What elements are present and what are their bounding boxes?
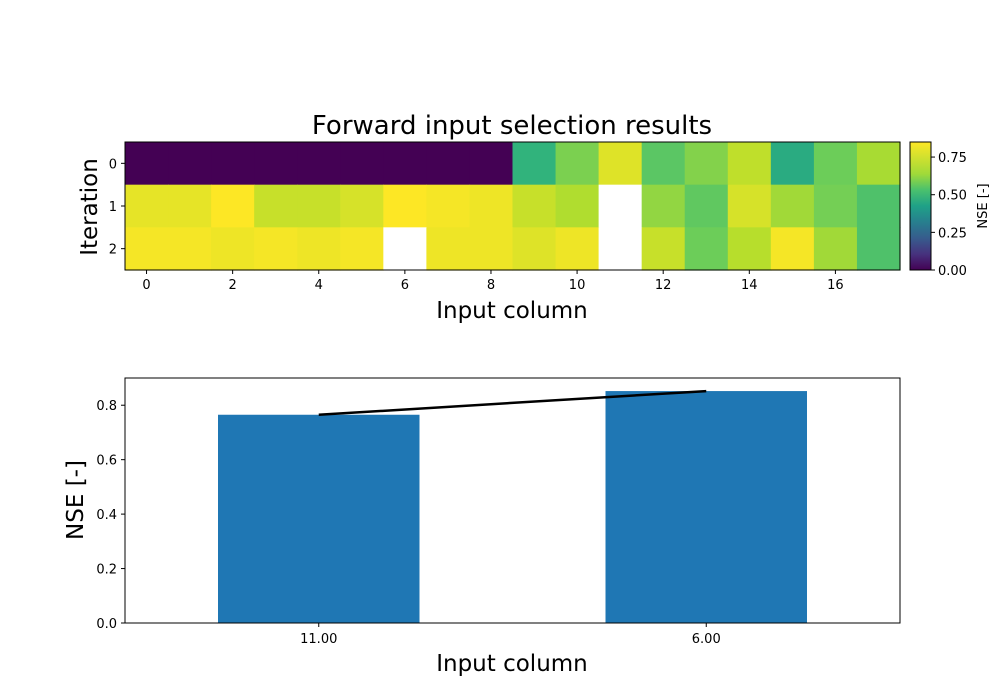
heatmap-cell — [340, 227, 384, 270]
heatmap-cell — [814, 142, 858, 185]
heatmap-cell — [383, 185, 427, 228]
colorbar-tick-label: 0.50 — [938, 189, 967, 204]
bar-y-tick-label: 0.8 — [96, 399, 117, 414]
heatmap-cell — [771, 142, 815, 185]
heatmap-x-tick-label: 16 — [827, 278, 844, 293]
heatmap-cell — [125, 227, 169, 270]
heatmap-x-tick-label: 12 — [655, 278, 672, 293]
heatmap-cell — [426, 185, 470, 228]
bar-y-ticks: 0.0 0.2 0.4 0.6 0.8 — [96, 399, 125, 632]
heatmap-y-ticks: 0 1 2 — [109, 157, 125, 257]
heatmap-cell — [556, 142, 600, 185]
heatmap-cell — [556, 227, 600, 270]
heatmap-cell — [168, 227, 212, 270]
heatmap-x-tick-label: 8 — [487, 278, 495, 293]
heatmap-cell — [685, 142, 729, 185]
heatmap-x-tick-label: 6 — [401, 278, 409, 293]
heatmap-cell — [814, 185, 858, 228]
heatmap-x-tick-label: 10 — [569, 278, 586, 293]
heatmap-cell — [168, 142, 212, 185]
heatmap-y-axis-label: Iteration — [77, 158, 103, 256]
heatmap-cell — [814, 227, 858, 270]
bar-bars — [218, 391, 807, 623]
heatmap-title: Forward input selection results — [312, 111, 712, 141]
heatmap-cell — [685, 185, 729, 228]
heatmap-y-tick-label: 2 — [109, 243, 117, 258]
heatmap-x-tick-label: 4 — [315, 278, 323, 293]
heatmap-cell — [383, 227, 427, 270]
heatmap-cell — [642, 142, 686, 185]
heatmap-cell — [685, 227, 729, 270]
heatmap-cell — [728, 142, 772, 185]
colorbar — [910, 142, 931, 270]
heatmap-cell — [728, 227, 772, 270]
bar-y-tick-label: 0.0 — [96, 617, 117, 632]
bar-y-tick-label: 0.2 — [96, 563, 117, 578]
heatmap-cell — [254, 185, 298, 228]
colorbar-label: NSE [-] — [976, 183, 991, 228]
colorbar-tick-label: 0.25 — [938, 226, 967, 241]
heatmap-cell — [340, 142, 384, 185]
heatmap-y-tick-label: 0 — [109, 157, 117, 172]
heatmap-cell — [469, 227, 513, 270]
heatmap-cell — [254, 142, 298, 185]
colorbar-ticks: 0.00 0.25 0.50 0.75 — [931, 151, 967, 279]
heatmap-cell — [771, 185, 815, 228]
heatmap-x-tick-label: 14 — [741, 278, 758, 293]
heatmap-x-ticks: 0 2 4 6 8 10 12 14 16 — [142, 270, 843, 293]
heatmap-cell — [211, 142, 255, 185]
heatmap-cell — [642, 185, 686, 228]
heatmap-cell — [513, 227, 557, 270]
heatmap-cell — [211, 227, 255, 270]
heatmap-cell — [211, 185, 255, 228]
heatmap-cell — [168, 185, 212, 228]
bar-y-tick-label: 0.6 — [96, 454, 117, 469]
heatmap-cell — [254, 227, 298, 270]
heatmap-cell — [599, 142, 643, 185]
heatmap-cell — [469, 142, 513, 185]
bar-x-axis-label: Input column — [436, 651, 588, 677]
heatmap-cell — [426, 142, 470, 185]
heatmap-cell — [513, 142, 557, 185]
bar-x-ticks: 11.00 6.00 — [300, 623, 721, 647]
heatmap-x-tick-label: 0 — [142, 278, 150, 293]
heatmap-x-axis-label: Input column — [436, 298, 588, 324]
heatmap-cell — [297, 227, 341, 270]
bar-y-axis-label: NSE [-] — [63, 460, 89, 540]
bar-x-tick-label: 11.00 — [300, 632, 337, 647]
heatmap-cell — [297, 185, 341, 228]
heatmap-cell — [556, 185, 600, 228]
bar — [218, 415, 420, 623]
heatmap-cell — [125, 185, 169, 228]
heatmap-cell — [426, 227, 470, 270]
heatmap-cell — [728, 185, 772, 228]
heatmap-cell — [599, 185, 643, 228]
heatmap-cells — [125, 142, 901, 271]
heatmap-cell — [857, 185, 901, 228]
heatmap-cell — [857, 227, 901, 270]
bar-y-tick-label: 0.4 — [96, 508, 117, 523]
heatmap-cell — [297, 142, 341, 185]
heatmap-cell — [469, 185, 513, 228]
heatmap-x-tick-label: 2 — [228, 278, 236, 293]
heatmap-cell — [771, 227, 815, 270]
heatmap-cell — [513, 185, 557, 228]
heatmap-cell — [599, 227, 643, 270]
bar-x-tick-label: 6.00 — [692, 632, 721, 647]
colorbar-tick-label: 0.75 — [938, 151, 967, 166]
heatmap-cell — [340, 185, 384, 228]
heatmap-cell — [642, 227, 686, 270]
bar — [606, 391, 808, 623]
heatmap-cell — [857, 142, 901, 185]
colorbar-tick-label: 0.00 — [938, 264, 967, 279]
heatmap-cell — [125, 142, 169, 185]
heatmap-y-tick-label: 1 — [109, 200, 117, 215]
heatmap-cell — [383, 142, 427, 185]
